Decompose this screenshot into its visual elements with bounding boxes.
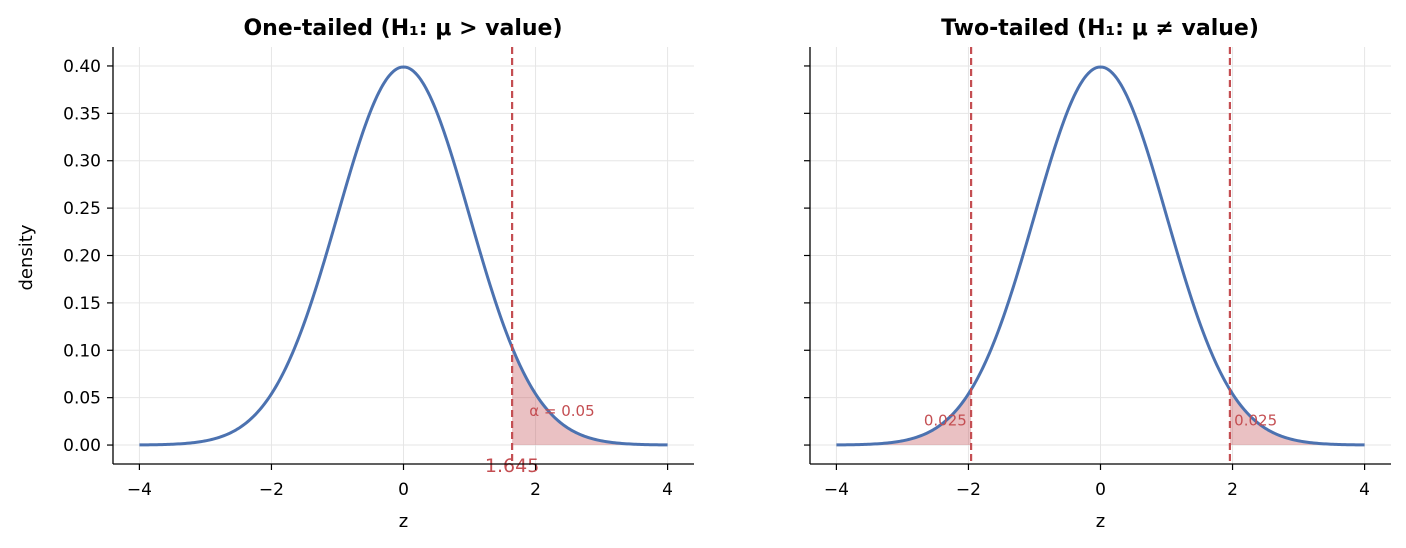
chart-panel-2: 0.025 0.025 −4 −2 0 2 4 Two-tailed (H₁: μ ≠ val… xyxy=(804,16,1391,532)
y-tick-label: 0.05 xyxy=(63,389,101,409)
shaded-region-1 xyxy=(512,347,668,446)
y-tick-label: 0.10 xyxy=(63,341,101,361)
x-tick-label: 0 xyxy=(398,480,409,500)
x-tick-label: −4 xyxy=(824,480,849,500)
critical-value-label: 1.645 xyxy=(485,455,539,477)
y-tick-label: 0.30 xyxy=(63,152,101,172)
y-tick-label: 0.20 xyxy=(63,247,101,267)
y-tick-label: 0.00 xyxy=(63,436,101,456)
density-curve xyxy=(139,65,668,447)
x-tick-label: −2 xyxy=(956,480,981,500)
x-tick-label: −2 xyxy=(259,480,284,500)
y-tick-label: 0.40 xyxy=(63,57,101,77)
x-tick-label: 4 xyxy=(662,480,673,500)
shaded-region-1 xyxy=(836,389,972,446)
y-tick-label: 0.35 xyxy=(63,104,101,124)
x-tick-label: 2 xyxy=(530,480,541,500)
density-curve xyxy=(836,65,1365,447)
region-label-1: α = 0.05 xyxy=(529,402,594,420)
y-axis-label: density xyxy=(16,224,37,290)
y-tick-label: 0.15 xyxy=(63,294,101,314)
x-tick-label: 2 xyxy=(1227,480,1238,500)
region-label-1: 0.025 xyxy=(924,411,967,429)
y-tick-label: 0.25 xyxy=(63,199,101,219)
chart-title: Two-tailed (H₁: μ ≠ value) xyxy=(941,16,1259,41)
chart-panel-1: 1.645 α = 0.05 −4 −2 0 2 4 0.00 0.05 0.10 0.15 0.20… xyxy=(16,16,694,532)
x-tick-label: 0 xyxy=(1095,480,1106,500)
x-tick-label: 4 xyxy=(1359,480,1370,500)
shaded-region-2 xyxy=(1229,389,1365,446)
region-label-2: 0.025 xyxy=(1234,411,1277,429)
x-axis-label: z xyxy=(399,511,408,532)
x-tick-label: −4 xyxy=(127,480,152,500)
chart-title: One-tailed (H₁: μ > value) xyxy=(243,16,562,41)
x-axis-label: z xyxy=(1096,511,1105,532)
